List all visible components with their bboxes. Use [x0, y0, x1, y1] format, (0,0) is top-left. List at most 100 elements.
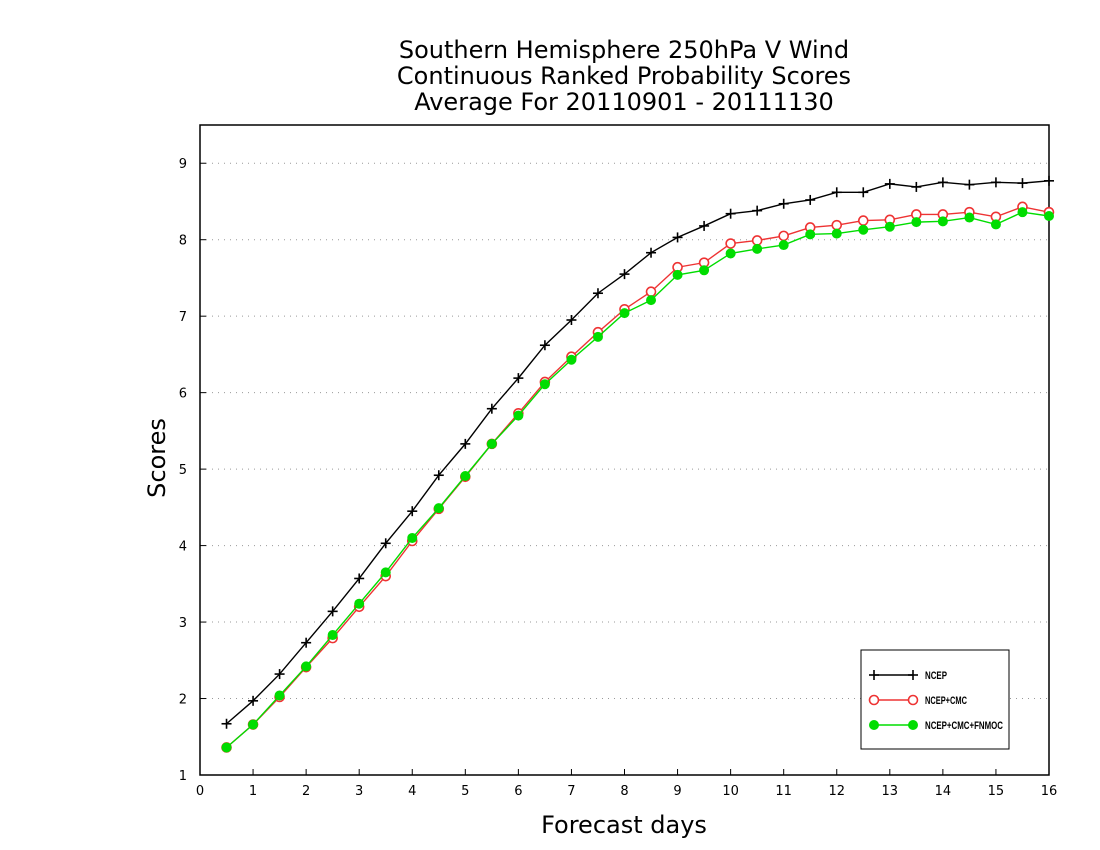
data-point	[990, 219, 1001, 230]
y-tick-label: 2	[179, 693, 187, 708]
chart-title-line-2: Continuous Ranked Probability Scores	[397, 62, 851, 90]
data-point	[805, 229, 816, 240]
data-point	[221, 742, 232, 753]
x-axis-label: Forecast days	[541, 811, 707, 839]
legend-marker	[908, 720, 918, 730]
data-point	[592, 331, 603, 342]
data-point	[858, 224, 869, 235]
data-point	[619, 269, 630, 280]
data-point	[857, 215, 869, 226]
data-point	[725, 208, 736, 219]
data-point	[990, 177, 1001, 188]
data-point	[539, 379, 550, 390]
data-point	[964, 179, 975, 190]
data-point	[407, 532, 418, 543]
data-point	[619, 308, 630, 319]
x-tick-label: 6	[514, 784, 522, 799]
data-point	[778, 240, 789, 251]
data-point	[646, 295, 657, 306]
legend-marker	[869, 720, 879, 730]
legend-item: NCEP	[869, 670, 947, 682]
data-point	[513, 373, 524, 384]
y-tick-label: 6	[179, 387, 187, 402]
x-tick-label: 8	[620, 784, 628, 799]
data-point	[937, 216, 948, 227]
series-line	[226, 180, 1050, 725]
data-point	[699, 220, 710, 231]
legend-label: NCEP	[925, 670, 947, 682]
data-point	[831, 187, 842, 198]
data-point	[327, 606, 338, 617]
x-tick-label: 11	[775, 784, 792, 799]
chart-title-line-3: Average For 20110901 - 20111130	[414, 88, 834, 116]
y-tick-label: 5	[179, 463, 187, 478]
x-tick-label: 15	[988, 784, 1005, 799]
data-point	[964, 212, 975, 223]
data-point	[672, 232, 683, 243]
data-point	[301, 661, 312, 672]
x-tick-label: 3	[355, 784, 363, 799]
y-tick-label: 4	[179, 540, 187, 555]
legend-item: NCEP+CMC	[868, 694, 967, 707]
legend-label: NCEP+CMC+FNMOC	[925, 720, 1003, 732]
x-tick-label: 13	[882, 784, 899, 799]
data-point	[513, 410, 524, 421]
legend-item: NCEP+CMC+FNMOC	[869, 720, 1003, 732]
data-point	[645, 286, 657, 298]
data-point	[1017, 207, 1028, 218]
x-tick-label: 1	[249, 784, 257, 799]
data-point	[460, 438, 471, 449]
data-point	[725, 238, 736, 249]
data-point	[274, 669, 285, 680]
data-point	[1044, 211, 1054, 221]
data-point	[433, 503, 444, 514]
data-point	[699, 265, 710, 276]
data-point	[354, 598, 365, 609]
x-tick-label: 10	[722, 784, 739, 799]
data-point	[486, 438, 497, 449]
data-point	[831, 219, 843, 231]
series-0	[221, 175, 1054, 729]
x-tick-label: 12	[828, 784, 845, 799]
series-2	[221, 207, 1054, 753]
data-point	[248, 695, 259, 706]
data-point	[433, 470, 444, 481]
data-point	[248, 719, 259, 730]
x-tick-label: 7	[567, 784, 575, 799]
data-point	[1044, 175, 1054, 186]
data-point	[380, 567, 391, 578]
data-point	[327, 630, 338, 641]
data-point	[539, 340, 550, 351]
y-tick-label: 8	[179, 234, 187, 249]
y-tick-label: 3	[179, 616, 187, 631]
legend-marker	[869, 670, 879, 680]
data-point	[486, 403, 497, 414]
data-point	[751, 235, 763, 246]
data-point	[752, 243, 763, 254]
x-tick-label: 16	[1041, 784, 1058, 799]
legend-label: NCEP+CMC	[925, 695, 967, 707]
y-tick-label: 9	[179, 157, 187, 172]
x-tick-label: 9	[673, 784, 681, 799]
y-tick-label: 1	[179, 769, 187, 784]
data-point	[778, 230, 789, 242]
data-point	[725, 248, 736, 259]
series	[221, 175, 1055, 753]
legend-marker	[868, 694, 880, 706]
data-point	[778, 198, 789, 209]
data-point	[805, 194, 816, 205]
data-point	[831, 228, 842, 239]
data-point	[274, 690, 285, 701]
data-point	[858, 187, 869, 198]
data-point	[911, 181, 922, 192]
data-point	[301, 637, 312, 648]
data-point	[937, 177, 948, 188]
x-tick-label: 0	[196, 784, 204, 799]
data-point	[672, 269, 683, 280]
data-point	[1017, 178, 1028, 189]
legend-marker	[908, 670, 918, 680]
chart-title: Southern Hemisphere 250hPa V WindContinu…	[397, 36, 851, 116]
legend: NCEP NCEP+CMC NCEP+CMC+FNMOC	[860, 649, 1010, 750]
y-tick-label: 7	[179, 310, 187, 325]
